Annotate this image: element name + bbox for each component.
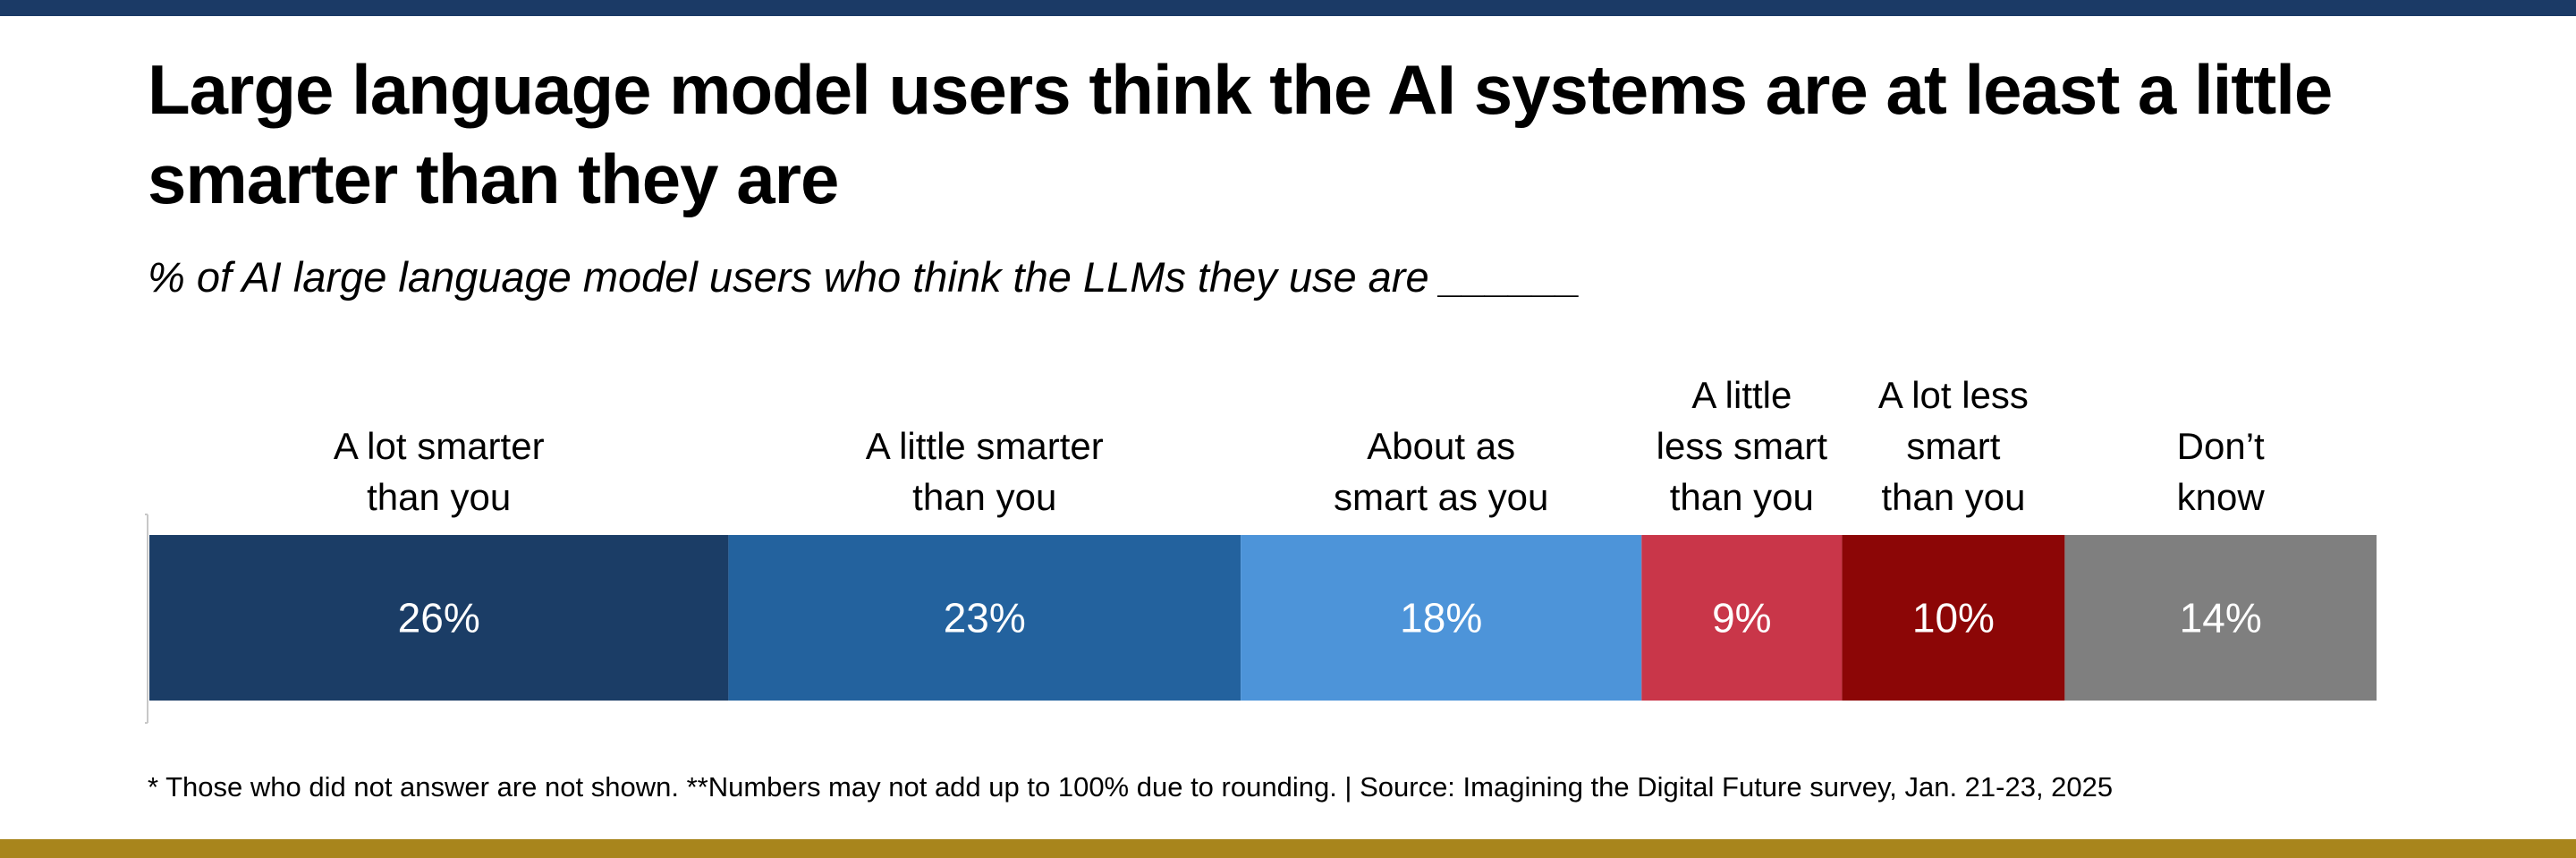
category-label-dont-know: Don’t know: [2177, 425, 2266, 518]
bar-segment-a-little-less-smart-than-you: [1641, 535, 1843, 701]
footnote: * Those who did not answer are not shown…: [148, 771, 2114, 803]
category-label-a-little-less-smart-than-you: A little less smart than you: [1657, 374, 1828, 518]
bar-segment-a-little-smarter-than-you: [728, 535, 1241, 701]
data-label-a-little-smarter-than-you: 23%: [944, 595, 1026, 641]
chart-title: Large language model users think the AI …: [148, 50, 2333, 218]
data-label-a-little-less-smart-than-you: 9%: [1712, 595, 1771, 641]
bar-segment-about-as-smart-as-you: [1241, 535, 1642, 701]
category-label-about-as-smart-as-you: About as smart as you: [1334, 425, 1548, 518]
data-label-dont-know: 14%: [2180, 595, 2262, 641]
chart-subtitle: % of AI large language model users who t…: [148, 253, 1581, 301]
bar-segment-a-lot-less-smart-than-you: [1842, 535, 2065, 701]
chart-axis-bracket: [145, 514, 148, 724]
data-label-about-as-smart-as-you: 18%: [1400, 595, 1482, 641]
bottom-accent-bar: [0, 839, 2576, 858]
data-label-a-lot-smarter-than-you: 26%: [398, 595, 480, 641]
bar-segment-a-lot-smarter-than-you: [149, 535, 729, 701]
category-label-a-little-smarter-than-you: A little smarter than you: [866, 425, 1104, 518]
category-label-a-lot-smarter-than-you: A lot smarter than you: [334, 425, 545, 518]
category-label-a-lot-less-smart-than-you: A lot less smart than you: [1878, 374, 2029, 518]
bar-segment-dont-know: [2064, 535, 2377, 701]
data-label-a-lot-less-smart-than-you: 10%: [1912, 595, 1995, 641]
top-accent-bar: [0, 0, 2576, 16]
